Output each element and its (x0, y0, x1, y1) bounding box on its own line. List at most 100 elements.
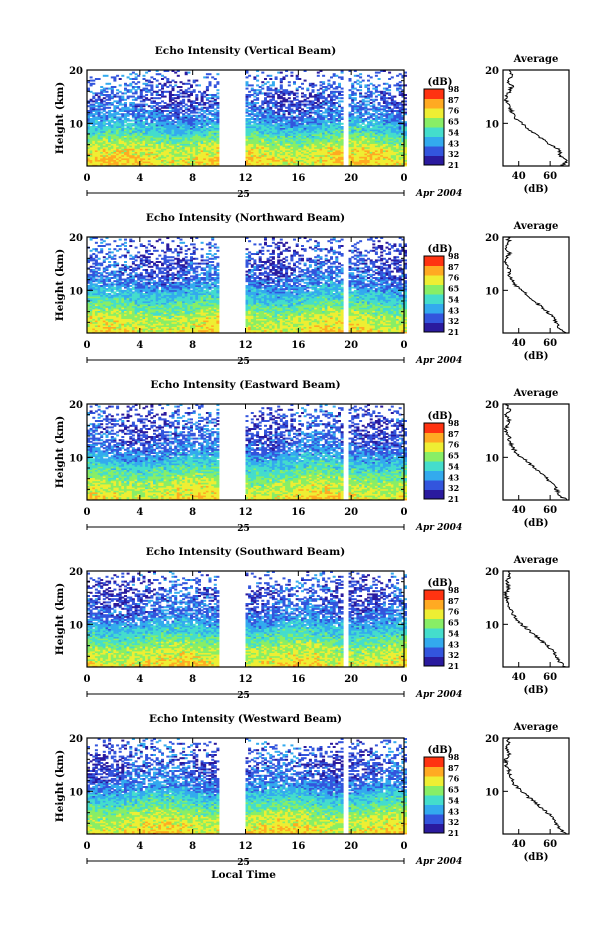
heatmap-cell (272, 102, 275, 104)
heatmap-cell (378, 72, 381, 74)
heatmap-cell (98, 102, 101, 104)
heatmap-cell (335, 107, 338, 109)
heatmap-cell (127, 118, 130, 120)
heatmap-cell (356, 115, 359, 117)
heatmap-cell (135, 83, 138, 85)
heatmap-cell (106, 126, 109, 128)
heatmap-cell (92, 100, 95, 102)
heatmap-cell (341, 123, 344, 125)
heatmap-cell (251, 100, 254, 102)
heatmap-cell (261, 84, 264, 86)
heatmap-cell (145, 97, 148, 99)
heatmap-cell (314, 102, 317, 104)
heatmap-cell (140, 89, 143, 91)
heatmap-cell (309, 83, 312, 85)
heatmap-cell (325, 108, 328, 110)
heatmap-cell (158, 105, 161, 107)
heatmap-cell (169, 115, 172, 117)
heatmap-cell (206, 76, 209, 78)
heatmap-cell (113, 121, 116, 123)
heatmap-cell (367, 84, 370, 86)
heatmap-cell (386, 100, 389, 102)
heatmap-cell (156, 80, 159, 82)
y-axis-label: Height (km) (54, 82, 66, 154)
heatmap-cell (111, 86, 114, 88)
heatmap-cell (269, 75, 272, 77)
heatmap-cell (317, 72, 320, 74)
heatmap-cell (127, 89, 130, 91)
heatmap-cell (280, 100, 283, 102)
heatmap-cell (393, 100, 396, 102)
heatmap-cell (248, 75, 251, 77)
heatmap-cell (135, 104, 138, 106)
heatmap-cell (198, 84, 201, 86)
heatmap-cell (113, 86, 116, 88)
heatmap-cell (124, 102, 127, 104)
heatmap-cell (386, 110, 389, 112)
heatmap-cell (92, 253, 95, 255)
heatmap-cell (216, 73, 219, 75)
heatmap-cell (145, 104, 148, 106)
heatmap-cell (127, 84, 130, 86)
heatmap-cell (288, 120, 291, 122)
heatmap-cell (172, 113, 175, 115)
heatmap-cell (296, 75, 299, 77)
heatmap-cell (330, 84, 333, 86)
heatmap-cell (180, 96, 183, 98)
heatmap-cell (95, 108, 98, 110)
heatmap-cell (153, 123, 156, 125)
heatmap-cell (285, 75, 288, 77)
heatmap-cell (143, 104, 146, 106)
heatmap-cell (309, 115, 312, 117)
heatmap-cell (362, 126, 365, 128)
heatmap-cell (338, 76, 341, 78)
heatmap-cell (396, 88, 399, 90)
heatmap-cell (137, 86, 140, 88)
heatmap-cell (214, 112, 217, 114)
heatmap-cell (216, 92, 219, 94)
heatmap-cell (290, 72, 293, 74)
heatmap-cell (145, 116, 148, 118)
heatmap-cell (293, 116, 296, 118)
heatmap-cell (166, 104, 169, 106)
colorbar-tick-label: 65 (448, 117, 459, 127)
heatmap-cell (209, 126, 212, 128)
heatmap-cell (182, 91, 185, 93)
heatmap-cell (195, 112, 198, 114)
heatmap-cell (367, 104, 370, 106)
heatmap-cell (312, 112, 315, 114)
heatmap-cell (306, 110, 309, 112)
y-tick-label: 20 (69, 66, 83, 77)
heatmap-cell (90, 104, 93, 106)
heatmap-cell (201, 92, 204, 94)
heatmap-cell (182, 113, 185, 115)
heatmap-cell (132, 72, 135, 74)
heatmap-cell (156, 84, 159, 86)
heatmap-cell (111, 110, 114, 112)
heatmap-cell (367, 112, 370, 114)
heatmap-cell (290, 75, 293, 77)
heatmap-cell (362, 96, 365, 98)
heatmap-cell (143, 99, 146, 101)
heatmap-cell (121, 113, 124, 115)
heatmap-cell (137, 108, 140, 110)
heatmap-cell (362, 80, 365, 82)
heatmap-cell (214, 121, 217, 123)
heatmap-cell (341, 113, 344, 115)
heatmap-cell (145, 80, 148, 82)
heatmap-cell (367, 121, 370, 123)
heatmap-cell (201, 113, 204, 115)
heatmap-cell (280, 84, 283, 86)
heatmap-cell (137, 75, 140, 77)
heatmap-cell (140, 104, 143, 106)
heatmap-cell (92, 258, 95, 260)
heatmap-cell (269, 78, 272, 80)
heatmap-cell (113, 105, 116, 107)
heatmap-cell (386, 92, 389, 94)
heatmap-cell (314, 94, 317, 96)
heatmap-cell (127, 123, 130, 125)
heatmap-cell (103, 88, 106, 90)
heatmap-cell (124, 88, 127, 90)
heatmap-cell (127, 96, 130, 98)
heatmap-cell (129, 123, 132, 125)
